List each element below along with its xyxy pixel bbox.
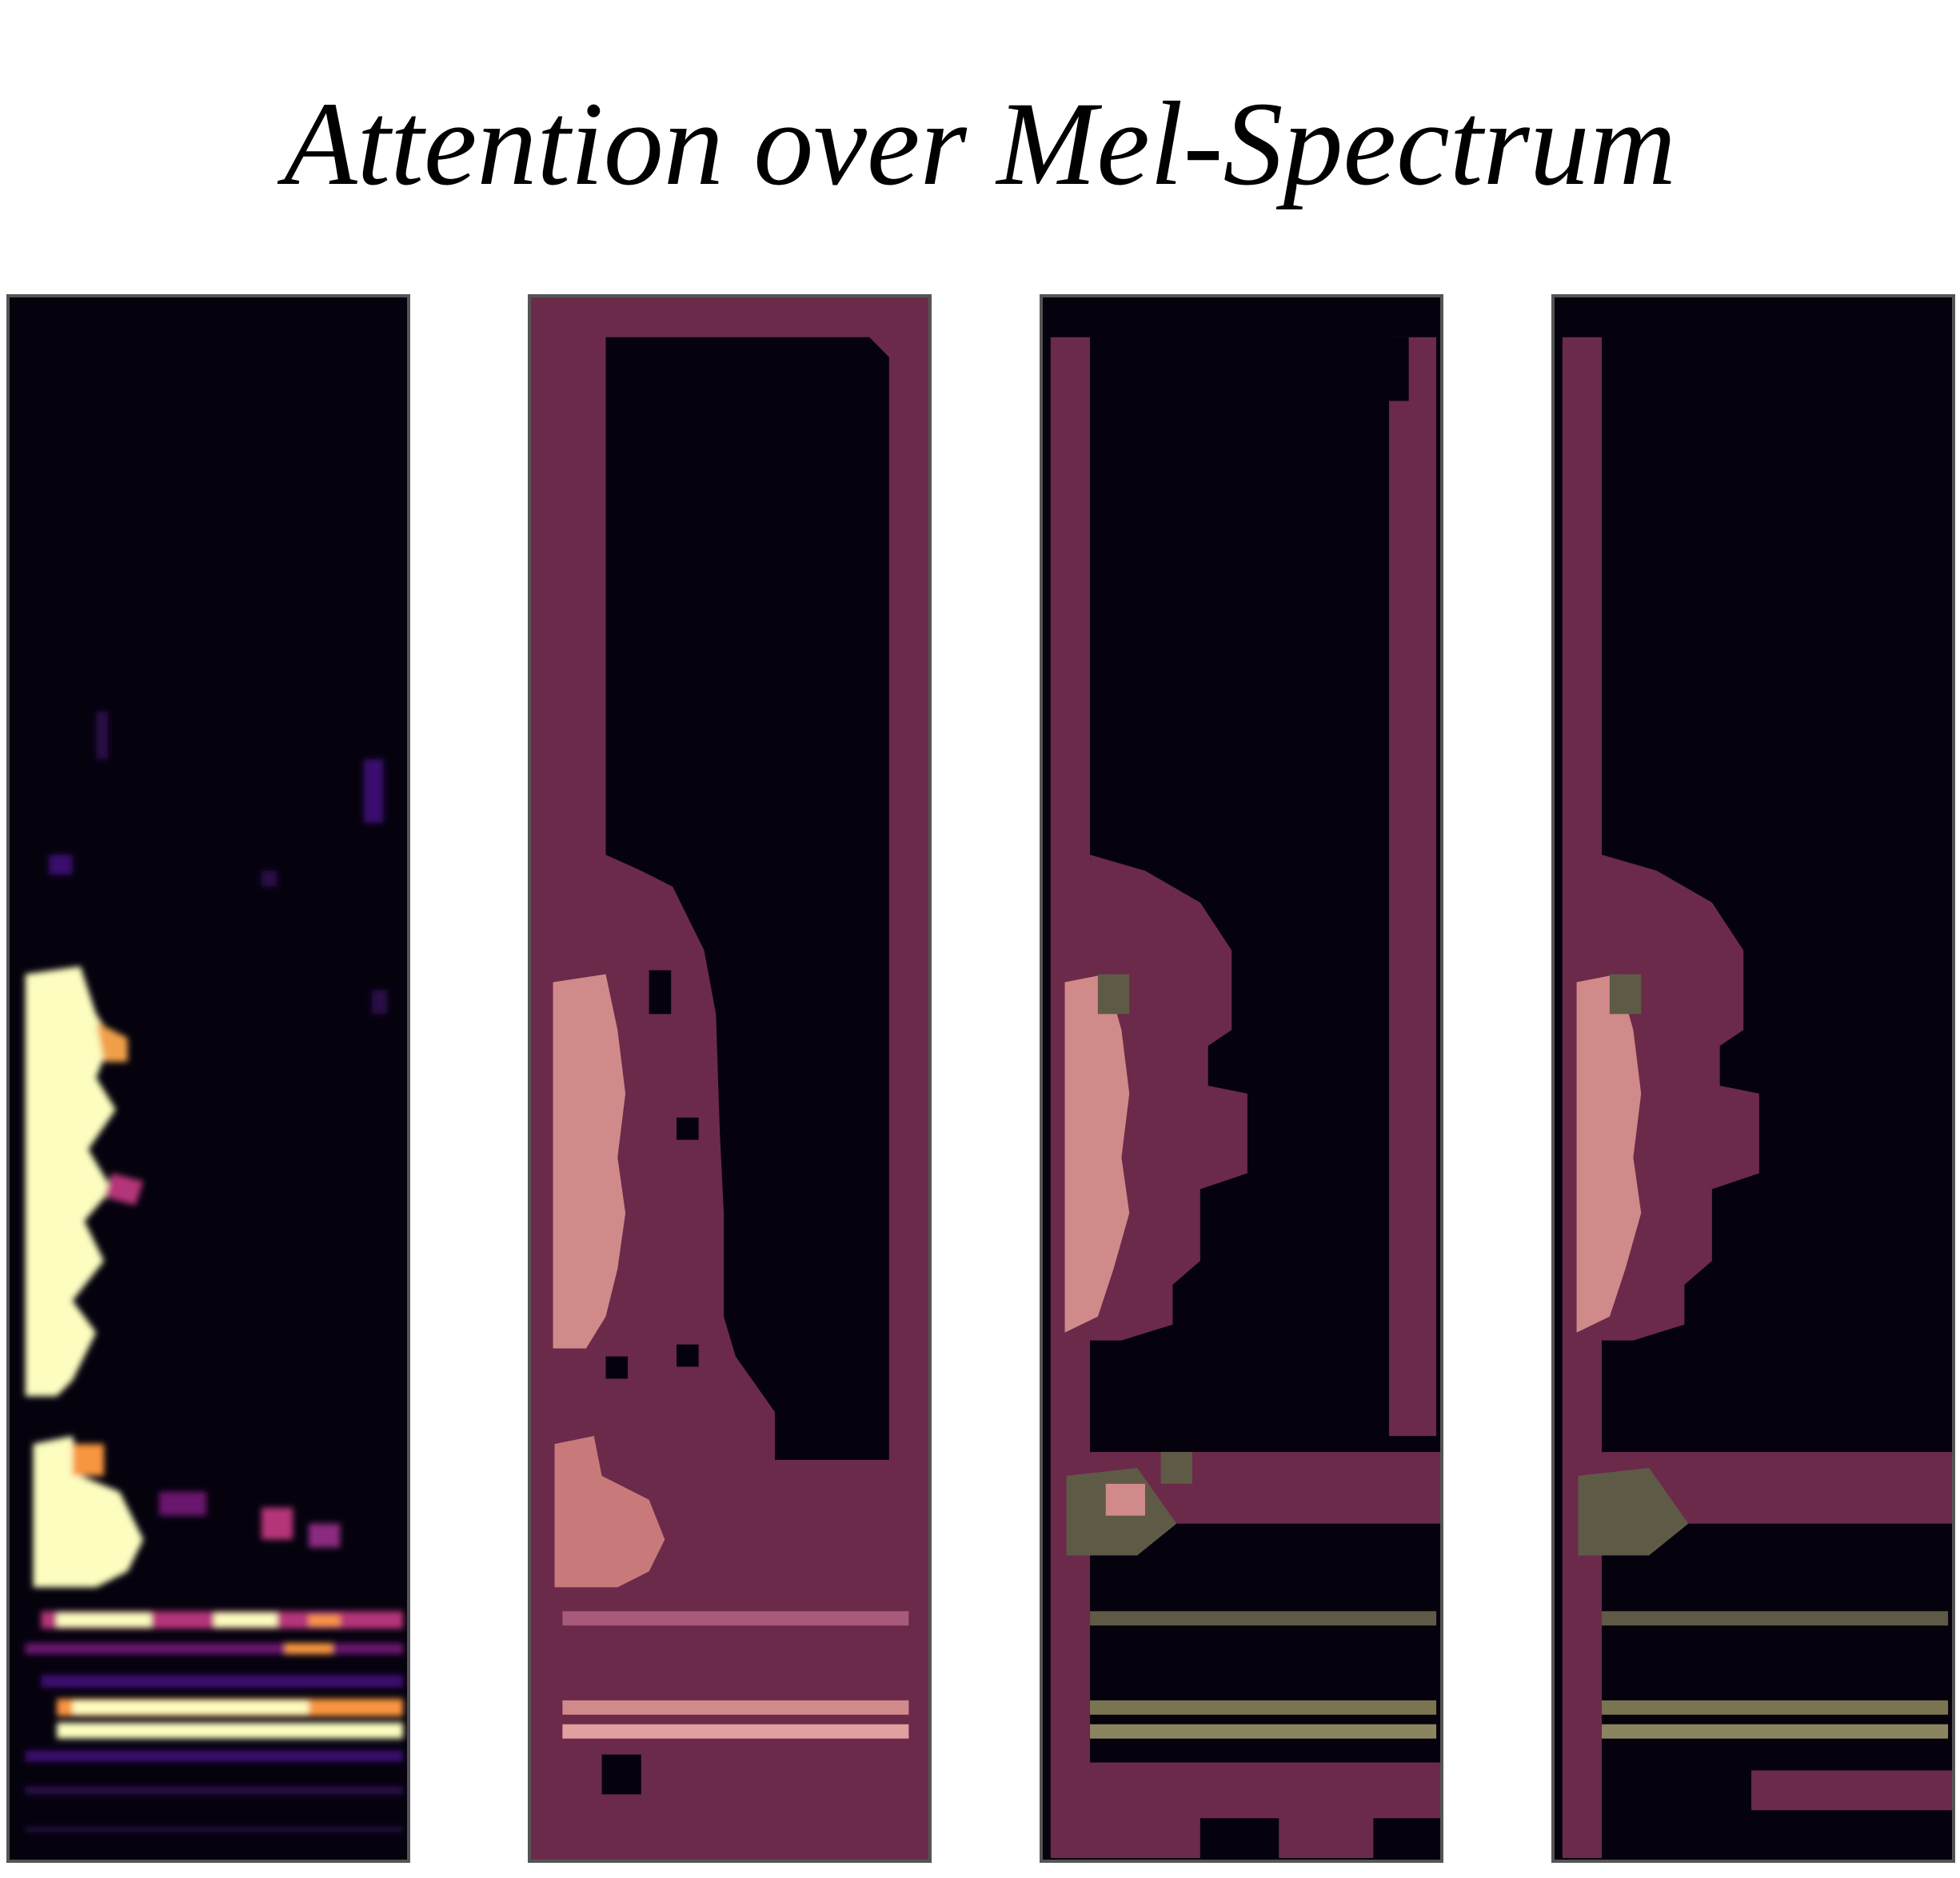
attention-mask-panel-1 <box>528 294 932 1863</box>
attention-mask-image-1 <box>531 297 928 1860</box>
attention-mask-panel-2 <box>1040 294 1443 1863</box>
mel-spectrum-panel <box>6 294 410 1863</box>
figure-title: Attention over Mel-Spectrum <box>283 78 1677 210</box>
attention-mask-image-2 <box>1043 297 1440 1860</box>
attention-mask-image-3 <box>1555 297 1952 1860</box>
mel-spectrum-image <box>25 711 404 1833</box>
attention-mask-panel-3 <box>1551 294 1955 1863</box>
